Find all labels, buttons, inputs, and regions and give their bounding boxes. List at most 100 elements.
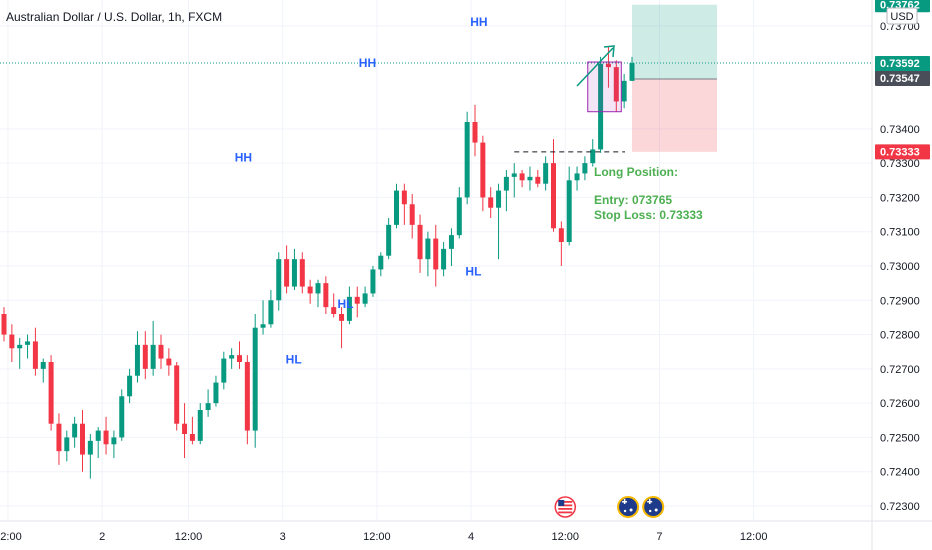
candle-body xyxy=(252,327,258,431)
candle-body xyxy=(574,173,580,181)
candle-body xyxy=(315,283,321,294)
flag-stripe xyxy=(558,501,573,503)
time-axis: 12:00 2 12:00 3 12:00 4 12:00 7 12:00 xyxy=(0,520,932,543)
candle-body xyxy=(378,255,384,270)
y-tick-label: 0.73000 xyxy=(880,261,920,273)
candle-body xyxy=(260,324,266,328)
price-tag-label: 0.73592 xyxy=(880,58,920,70)
candle-body xyxy=(346,296,352,321)
candle-body xyxy=(566,180,572,242)
y-tick-label: 0.72300 xyxy=(880,501,920,513)
candle-body xyxy=(25,341,31,345)
up-arrow-icon xyxy=(576,47,614,87)
candle-body xyxy=(40,362,46,369)
candle-body xyxy=(87,440,93,455)
flag-star xyxy=(623,509,627,513)
x-tick-label: 12:00 xyxy=(552,531,580,543)
overlays: HH HH HH HL HL HL xyxy=(0,15,872,518)
candle-body xyxy=(629,63,635,81)
x-tick-label: 7 xyxy=(656,531,662,543)
candle-body xyxy=(134,344,140,376)
candle-body xyxy=(268,300,274,325)
candle-body xyxy=(464,122,470,198)
flag-star xyxy=(654,508,658,512)
pattern-label: HH xyxy=(359,56,376,70)
position-note-entry: Entry: 073765 xyxy=(594,193,672,207)
candle-body xyxy=(323,283,329,308)
candle-body xyxy=(582,163,588,174)
candle-body xyxy=(237,355,242,362)
candle-body xyxy=(488,197,494,208)
flag-cross xyxy=(623,499,626,504)
candle-body xyxy=(64,437,70,452)
candle-body xyxy=(362,293,368,304)
pattern-label: HL xyxy=(337,297,353,311)
candle-body xyxy=(189,434,195,441)
flag-star xyxy=(648,509,652,513)
candle-body xyxy=(613,67,619,102)
price-tag-label: 0.73333 xyxy=(880,146,920,158)
candle-body xyxy=(394,190,399,225)
price-axis: 0.72300 0.72400 0.72500 0.72600 0.72700 0.728… xyxy=(871,0,920,550)
candle-body xyxy=(17,344,23,349)
candle-body xyxy=(535,176,541,184)
candle-body xyxy=(339,314,345,321)
candle-body xyxy=(32,341,38,369)
candle-body xyxy=(456,197,462,236)
candles xyxy=(1,46,635,479)
candle-body xyxy=(72,423,78,438)
price-tag xyxy=(875,144,930,160)
x-tick-label: 12:00 xyxy=(363,531,391,543)
flag-stripe xyxy=(558,511,573,514)
candle-body xyxy=(1,314,7,335)
candle-body xyxy=(331,307,337,314)
candle-body xyxy=(48,362,54,424)
flag-stripe xyxy=(558,508,573,510)
candle-body xyxy=(119,396,125,438)
candle-body xyxy=(182,423,188,434)
position-note-title: Long Position: xyxy=(594,165,678,179)
candle-body xyxy=(103,430,109,445)
y-tick-label: 0.73400 xyxy=(880,124,920,136)
y-tick-label: 0.72800 xyxy=(880,330,920,342)
price-tag-label: 0.73762 xyxy=(880,0,920,11)
us-flag-icon xyxy=(554,496,577,518)
candle-body xyxy=(511,173,517,177)
candle-body xyxy=(127,375,133,397)
candle-body xyxy=(417,224,423,260)
flag-stripe xyxy=(558,504,573,507)
up-arrowhead-icon xyxy=(603,45,615,58)
candle-body xyxy=(229,355,235,359)
candle-body xyxy=(543,163,549,184)
x-tick-label: 3 xyxy=(280,531,286,543)
candle-body xyxy=(496,190,502,208)
candle-body xyxy=(551,163,556,229)
candle-body xyxy=(299,259,305,287)
candle-body xyxy=(221,358,227,383)
candle-body xyxy=(213,382,219,404)
candle-body xyxy=(480,142,486,198)
candle-body xyxy=(527,176,533,181)
currency-badge xyxy=(886,7,918,25)
candle-body xyxy=(284,259,290,287)
candle-body xyxy=(472,122,478,143)
candle-body xyxy=(401,190,407,205)
candle-body xyxy=(291,259,297,287)
profit-zone xyxy=(632,4,717,79)
flag-canton xyxy=(558,500,565,506)
y-tick-label: 0.72400 xyxy=(880,467,920,479)
flag-outline xyxy=(617,496,640,518)
pattern-label: HH xyxy=(235,150,252,164)
candle-body xyxy=(433,238,439,270)
candle-body xyxy=(276,259,282,301)
flag-cross xyxy=(648,499,651,504)
flag-outline xyxy=(642,496,665,518)
candle-body xyxy=(80,423,85,455)
candle-body xyxy=(197,410,203,441)
candle-body xyxy=(370,269,376,294)
x-tick-label: 2 xyxy=(99,531,105,543)
x-tick-label: 4 xyxy=(468,531,474,543)
x-tick-label: 12:00 xyxy=(175,531,203,543)
